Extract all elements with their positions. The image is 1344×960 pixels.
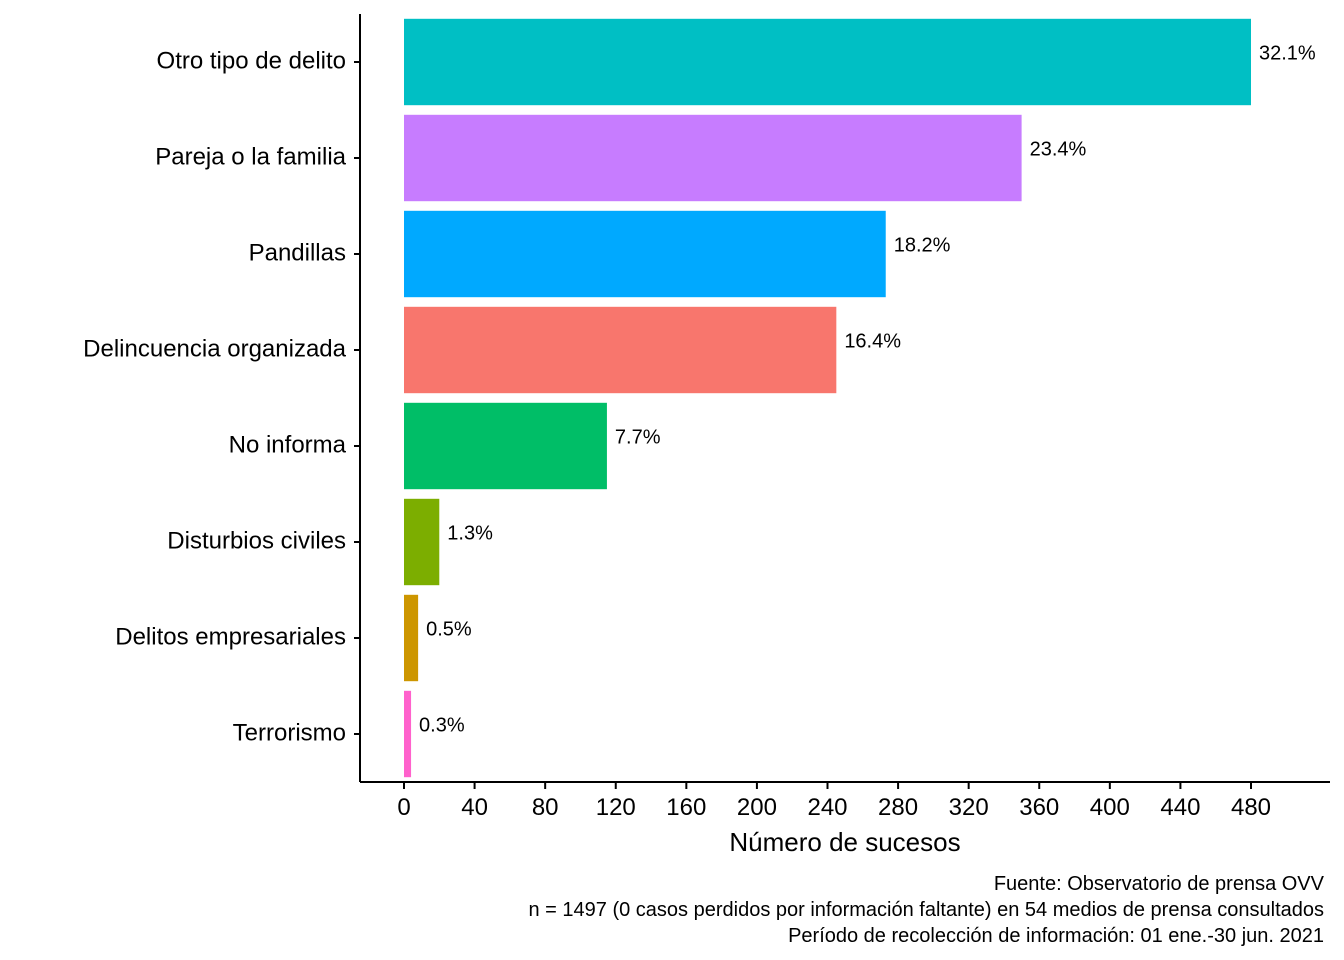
bar-0: [404, 18, 1251, 106]
bar-1: [404, 114, 1022, 202]
value-labels-group: 32.1% 23.4% 18.2% 16.4% 7.7% 1.3% 0.5% 0.3%: [419, 42, 1316, 736]
bar-6: [404, 594, 419, 682]
category-label: Delitos empresariales: [115, 623, 346, 650]
bar-2: [404, 210, 886, 298]
caption-source: Fuente: Observatorio de prensa OVV: [994, 873, 1325, 895]
x-tick-label: 0: [397, 794, 410, 821]
bar-value-label: 0.3%: [419, 714, 465, 736]
category-label: No informa: [229, 431, 347, 458]
x-tick-label: 360: [1019, 794, 1059, 821]
bar-4: [404, 402, 607, 490]
bar-7: [404, 690, 412, 778]
x-tick-label: 480: [1231, 794, 1271, 821]
x-tick-label: 200: [737, 794, 777, 821]
x-tick-label: 160: [666, 794, 706, 821]
x-tick-label: 320: [949, 794, 989, 821]
bar-value-label: 16.4%: [844, 330, 901, 352]
category-label: Otro tipo de delito: [157, 47, 346, 74]
bar-value-label: 0.5%: [426, 618, 472, 640]
x-tick-label: 80: [532, 794, 559, 821]
bar-value-label: 1.3%: [447, 522, 493, 544]
category-label: Disturbios civiles: [167, 527, 346, 554]
caption-sample: n = 1497 (0 casos perdidos por informaci…: [529, 899, 1325, 921]
bar-value-label: 32.1%: [1259, 42, 1316, 64]
x-ticks-group: 0 40 80 120 160 200 240 280 320 360 400 440 480: [397, 782, 1271, 821]
category-label: Delincuencia organizada: [83, 335, 346, 362]
bar-3: [404, 306, 837, 394]
category-label: Terrorismo: [233, 719, 346, 746]
x-tick-label: 440: [1160, 794, 1200, 821]
x-tick-label: 240: [807, 794, 847, 821]
x-tick-label: 280: [878, 794, 918, 821]
caption-period: Período de recolección de información: 0…: [788, 925, 1324, 947]
bars-group: [404, 18, 1251, 778]
category-labels-group: Otro tipo de delito Pareja o la familia Pa…: [83, 47, 360, 746]
bar-value-label: 18.2%: [894, 234, 951, 256]
category-label: Pareja o la familia: [155, 143, 346, 170]
x-tick-label: 400: [1090, 794, 1130, 821]
x-tick-label: 40: [461, 794, 488, 821]
bar-5: [404, 498, 440, 586]
x-tick-label: 120: [596, 794, 636, 821]
x-axis-title: Número de sucesos: [729, 827, 960, 857]
bar-value-label: 7.7%: [615, 426, 661, 448]
bar-value-label: 23.4%: [1030, 138, 1087, 160]
category-label: Pandillas: [249, 239, 346, 266]
